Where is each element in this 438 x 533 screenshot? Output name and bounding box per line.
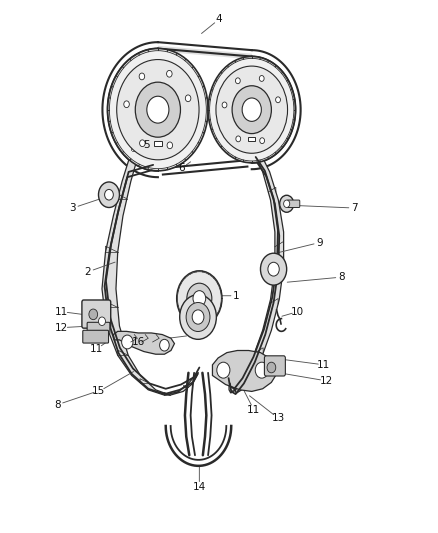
Text: 7: 7 (351, 203, 358, 213)
Circle shape (242, 98, 261, 122)
Text: 3: 3 (69, 203, 76, 213)
Circle shape (216, 66, 288, 154)
Text: 8: 8 (54, 400, 61, 410)
Circle shape (180, 295, 216, 340)
Circle shape (99, 182, 120, 207)
Text: 13: 13 (271, 413, 285, 423)
Circle shape (255, 362, 268, 378)
Circle shape (267, 362, 276, 373)
Circle shape (193, 290, 206, 306)
FancyBboxPatch shape (83, 330, 109, 343)
Circle shape (260, 138, 265, 143)
FancyBboxPatch shape (154, 141, 162, 146)
Text: 2: 2 (85, 267, 92, 277)
Circle shape (99, 317, 106, 326)
Text: 1: 1 (233, 290, 240, 301)
Circle shape (210, 59, 294, 161)
Text: 12: 12 (319, 376, 332, 386)
Polygon shape (113, 332, 174, 354)
Circle shape (284, 200, 290, 207)
Circle shape (122, 335, 133, 349)
FancyBboxPatch shape (287, 200, 300, 207)
Text: 4: 4 (215, 14, 223, 25)
Text: 15: 15 (92, 386, 106, 397)
Circle shape (105, 189, 113, 200)
Circle shape (236, 136, 240, 142)
Circle shape (89, 309, 98, 320)
Circle shape (192, 310, 204, 324)
Circle shape (124, 101, 129, 108)
Circle shape (177, 271, 222, 326)
Polygon shape (212, 351, 277, 391)
Circle shape (268, 262, 279, 276)
Circle shape (159, 340, 169, 351)
Polygon shape (102, 151, 198, 395)
Circle shape (217, 362, 230, 378)
Text: 12: 12 (55, 322, 68, 333)
Circle shape (140, 140, 145, 147)
Circle shape (280, 195, 293, 212)
FancyBboxPatch shape (248, 138, 255, 141)
Text: 9: 9 (316, 238, 323, 247)
Circle shape (236, 78, 240, 84)
Circle shape (261, 253, 287, 285)
Circle shape (222, 102, 227, 108)
Circle shape (259, 76, 264, 82)
Circle shape (135, 82, 180, 137)
Circle shape (185, 95, 191, 102)
Circle shape (166, 70, 172, 77)
Circle shape (117, 60, 199, 160)
Text: 11: 11 (90, 344, 103, 354)
Circle shape (147, 96, 169, 123)
FancyBboxPatch shape (82, 300, 111, 328)
Circle shape (110, 51, 206, 168)
Polygon shape (229, 151, 284, 393)
Text: 11: 11 (247, 405, 261, 415)
Text: 5: 5 (144, 140, 150, 150)
Text: 14: 14 (193, 482, 206, 492)
Text: 16: 16 (131, 337, 145, 347)
Text: 6: 6 (179, 163, 185, 173)
Text: 11: 11 (55, 306, 68, 317)
Text: 11: 11 (317, 360, 330, 370)
Circle shape (108, 49, 208, 171)
FancyBboxPatch shape (265, 356, 286, 376)
Circle shape (139, 73, 145, 80)
Text: 10: 10 (291, 306, 304, 317)
Circle shape (167, 142, 173, 149)
FancyBboxPatch shape (87, 322, 110, 334)
Text: 8: 8 (338, 272, 345, 282)
Circle shape (276, 97, 280, 103)
Circle shape (186, 303, 210, 332)
Circle shape (187, 283, 212, 313)
Circle shape (232, 86, 272, 134)
Circle shape (208, 56, 295, 163)
